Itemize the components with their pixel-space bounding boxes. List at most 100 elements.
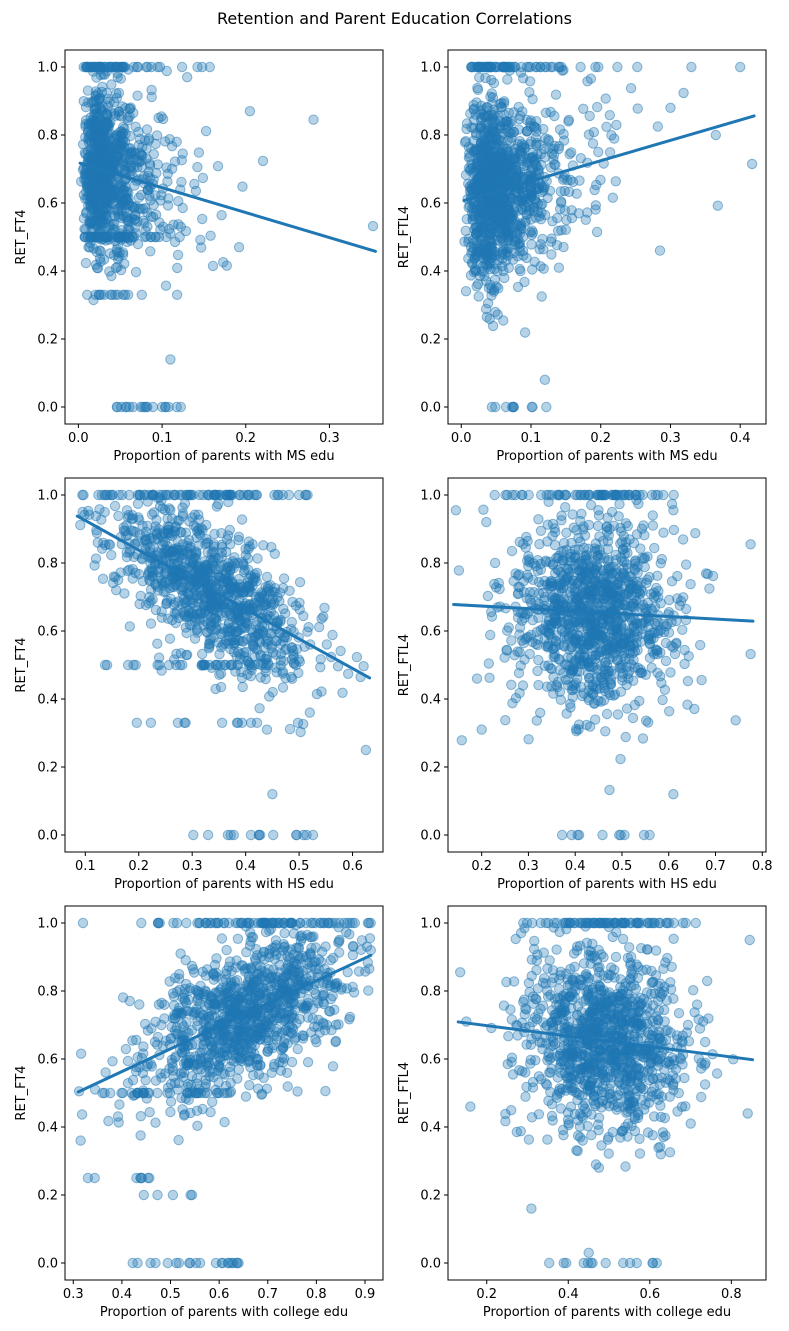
scatter-point: [189, 178, 200, 190]
scatter-point: [92, 263, 104, 274]
scatter-point: [473, 291, 484, 302]
scatter-point: [115, 264, 127, 276]
scatter-point: [489, 578, 500, 590]
scatter-point: [145, 596, 156, 607]
y-tick-label: 0.6: [37, 625, 58, 640]
scatter-point: [81, 178, 93, 190]
y-tick-label: 0.0: [37, 401, 58, 416]
scatter-point: [527, 264, 538, 275]
scatter-point: [335, 645, 346, 657]
scatter-point: [110, 110, 121, 122]
scatter-point: [583, 668, 594, 679]
scatter-point: [730, 715, 741, 726]
scatter-point: [597, 829, 608, 841]
scatter-point: [514, 136, 525, 147]
scatter-point: [658, 489, 669, 501]
scatter-point: [627, 712, 639, 724]
scatter-point: [542, 536, 553, 547]
scatter-point: [304, 707, 315, 718]
scatter-point: [610, 176, 621, 187]
scatter-point: [176, 61, 188, 73]
scatter-point: [539, 61, 551, 73]
y-axis-label-ret-ft4-vs-ms-edu: RET_FT4: [14, 209, 29, 264]
x-tick-label: 0.5: [612, 859, 633, 874]
x-tick-label: 0.4: [565, 859, 586, 874]
scatter-point: [619, 556, 630, 567]
scatter-point: [593, 510, 605, 521]
scatter-point: [564, 664, 576, 675]
scatter-point: [485, 629, 496, 641]
x-tick-label: 0.0: [68, 431, 89, 446]
scatter-point: [572, 630, 584, 641]
scatter-point: [647, 510, 658, 521]
scatter-point: [623, 489, 634, 501]
scatter-point: [180, 527, 192, 538]
scatter-point: [302, 489, 313, 501]
scatter-point: [531, 715, 542, 726]
scatter-point: [136, 161, 148, 173]
scatter-point: [605, 679, 617, 690]
scatter-point: [624, 534, 635, 545]
scatter-point: [496, 102, 507, 113]
scatter-point: [593, 146, 604, 158]
x-axis-label-ret-ft4-vs-hs-edu: Proportion of parents with HS edu: [114, 877, 334, 892]
scatter-point: [90, 553, 102, 564]
scatter-point: [215, 668, 227, 679]
y-tick-label: 1.0: [420, 61, 441, 76]
scatter-point: [488, 77, 500, 89]
x-tick-label: 0.2: [590, 431, 611, 446]
scatter-point: [562, 596, 574, 607]
scatter-point: [450, 505, 462, 516]
scatter-point: [114, 140, 125, 151]
scatter-point: [278, 603, 289, 615]
scatter-point: [625, 83, 637, 94]
scatter-point: [668, 789, 679, 800]
scatter-point: [486, 606, 497, 618]
scatter-point: [506, 635, 517, 646]
y-tick-label: 0.0: [37, 829, 58, 844]
scatter-point: [142, 185, 154, 196]
scatter-point: [533, 514, 544, 525]
scatter-point: [204, 61, 216, 73]
scatter-point: [160, 280, 172, 291]
scatter-point: [351, 651, 363, 663]
scatter-point: [267, 789, 278, 800]
scatter-point: [652, 121, 663, 132]
scatter-points-ret-ftl4-vs-hs-edu: [450, 489, 756, 841]
scatter-point: [686, 61, 697, 73]
x-tick-label: 0.2: [235, 431, 256, 446]
scatter-point: [647, 520, 659, 531]
scatter-point: [131, 717, 143, 728]
scatter-point: [225, 564, 236, 575]
scatter-point: [527, 401, 538, 413]
scatter-point: [92, 205, 103, 216]
scatter-point: [245, 717, 257, 728]
scatter-point: [480, 259, 491, 270]
scatter-point: [630, 556, 641, 567]
scatter-point: [171, 606, 183, 617]
scatter-point: [524, 87, 535, 98]
scatter-point: [316, 686, 327, 697]
scatter-point: [165, 228, 176, 239]
scatter-point: [486, 245, 498, 257]
scatter-points-ret-ft4-vs-ms-edu: [76, 61, 379, 413]
scatter-point: [554, 489, 565, 501]
scatter-point: [146, 509, 158, 520]
scatter-point: [291, 829, 302, 841]
scatter-point: [472, 84, 484, 96]
scatter-point: [275, 638, 286, 650]
scatter-point: [475, 219, 487, 231]
scatter-point: [224, 524, 236, 536]
scatter-point: [484, 230, 495, 241]
scatter-point: [506, 679, 517, 690]
scatter-point: [83, 134, 94, 145]
scatter-point: [132, 498, 144, 509]
scatter-point: [277, 582, 289, 594]
scatter-point: [632, 61, 643, 73]
y-tick-label: 0.4: [37, 693, 58, 708]
scatter-point: [78, 96, 89, 107]
scatter-point: [582, 76, 593, 87]
scatter-point: [561, 634, 572, 645]
scatter-point: [181, 627, 192, 639]
